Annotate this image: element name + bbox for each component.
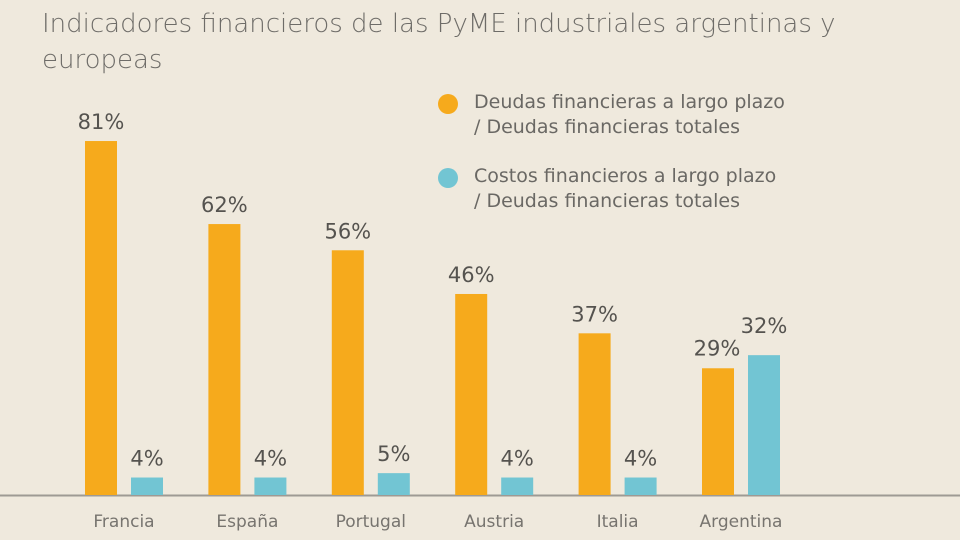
bar-austria-series1	[455, 293, 488, 495]
bar-italia-series2	[624, 477, 657, 495]
x-tick-label: Italia	[597, 512, 639, 532]
legend-label-line2: / Deudas financieras totales	[474, 190, 740, 212]
bar-argentina-series2	[748, 355, 780, 495]
data-label: 4%	[254, 447, 287, 471]
legend-label-line2: / Deudas financieras totales	[474, 116, 740, 138]
bar-españa-series1	[208, 224, 241, 495]
bar-francia-series2	[131, 477, 163, 495]
legend-item-costos: Costos financieros a largo plazo / Deuda…	[438, 164, 776, 214]
x-tick-label: Portugal	[336, 512, 406, 532]
data-label: 29%	[694, 336, 741, 360]
data-label: 4%	[130, 447, 163, 471]
data-label: 62%	[201, 193, 248, 217]
x-tick-label: Argentina	[700, 512, 783, 532]
data-label: 32%	[741, 314, 788, 338]
x-tick-label: Austria	[464, 512, 524, 532]
bar-argentina-series1	[702, 368, 734, 495]
data-label: 4%	[624, 447, 657, 471]
legend-label-line1: Costos financieros a largo plazo	[474, 165, 777, 187]
bar-austria-series2	[501, 477, 534, 495]
data-label: 4%	[501, 447, 534, 471]
bar-españa-series2	[254, 477, 287, 495]
data-label: 5%	[377, 442, 410, 466]
data-label: 46%	[448, 263, 495, 287]
legend-swatch-cyan	[438, 168, 458, 188]
x-tick-label: Francia	[93, 512, 154, 532]
chart-title: Indicadores financieros de las PyME indu…	[42, 9, 836, 75]
legend-swatch-orange	[438, 94, 458, 114]
bar-portugal-series2	[377, 473, 410, 495]
legend-label-line1: Deudas financieras a largo plazo	[474, 91, 785, 113]
legend-item-deudas: Deudas financieras a largo plazo / Deuda…	[438, 90, 785, 140]
bar-francia-series1	[85, 141, 117, 495]
data-label: 56%	[324, 219, 371, 243]
bar-italia-series1	[578, 333, 611, 495]
data-label: 81%	[78, 110, 125, 134]
bar-portugal-series1	[331, 250, 364, 495]
x-tick-label: España	[216, 512, 278, 532]
data-label: 37%	[571, 302, 618, 326]
